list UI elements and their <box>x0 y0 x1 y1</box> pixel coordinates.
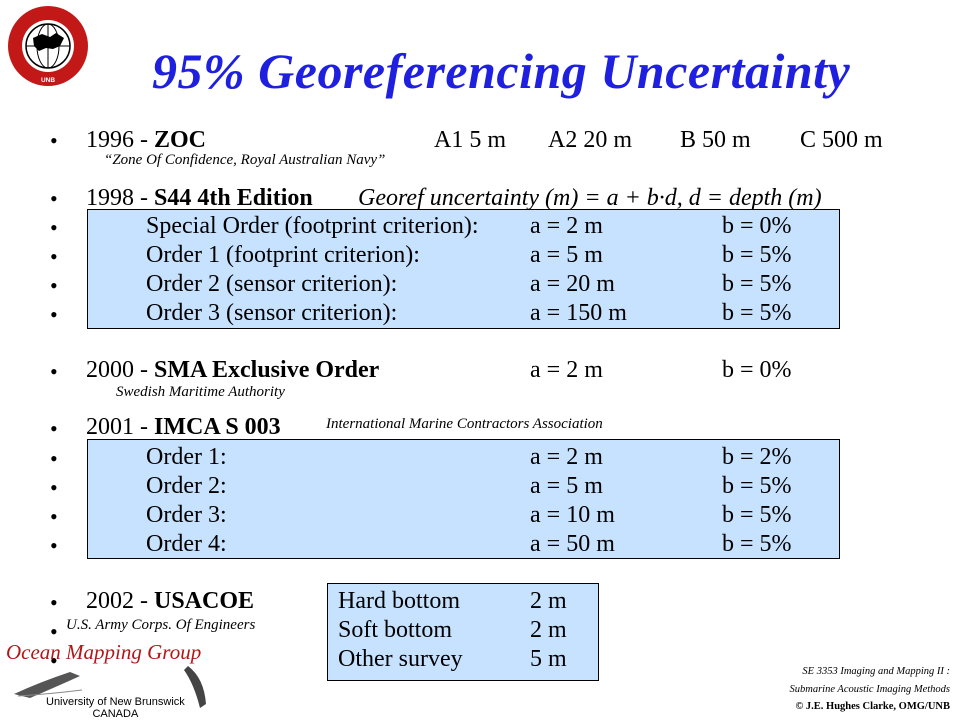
bullet: • <box>50 504 58 529</box>
imca-order-b: b = 5% <box>722 531 792 557</box>
s44-order-label: Order 1 (footprint criterion): <box>146 242 420 268</box>
zoc-year: 1996 - <box>86 127 154 153</box>
sma-name: SMA Exclusive Order <box>154 357 380 383</box>
imca-name: IMCA S 003 <box>154 414 281 440</box>
usacoe-note: U.S. Army Corps. Of Engineers <box>66 617 256 633</box>
usacoe-label: Other survey <box>338 646 463 672</box>
zoc-heading: 1996 - ZOC <box>86 126 206 154</box>
s44-order-label: Special Order (footprint criterion): <box>146 213 479 239</box>
bullet: • <box>50 619 58 644</box>
usacoe-name: USACOE <box>154 588 255 614</box>
unb-line1: University of New Brunswick <box>46 696 185 708</box>
course-title-line1: SE 3353 Imaging and Mapping II : <box>802 666 950 677</box>
zoc-name: ZOC <box>154 127 207 153</box>
unb-label: University of New Brunswick CANADA <box>46 696 185 720</box>
sma-note: Swedish Maritime Authority <box>116 384 285 400</box>
sma-a: a = 2 m <box>530 357 603 383</box>
s44-name: S44 4th Edition <box>154 185 313 211</box>
bullet: • <box>50 590 58 615</box>
copyright: © J.E. Hughes Clarke, OMG/UNB <box>795 701 950 712</box>
imca-order-a: a = 10 m <box>530 502 615 528</box>
bullet: • <box>50 533 58 558</box>
imca-year: 2001 - <box>86 414 154 440</box>
s44-order-a: a = 2 m <box>530 213 603 239</box>
imca-order-a: a = 5 m <box>530 473 603 499</box>
imca-order-label: Order 1: <box>146 444 227 470</box>
s44-order-a: a = 20 m <box>530 271 615 297</box>
bullet: • <box>50 475 58 500</box>
bullet: • <box>50 302 58 327</box>
s44-order-b: b = 5% <box>722 300 792 326</box>
s44-order-a: a = 150 m <box>530 300 627 326</box>
usacoe-year: 2002 - <box>86 588 154 614</box>
bullet: • <box>50 648 58 673</box>
usacoe-value: 2 m <box>530 617 567 643</box>
bullet: • <box>50 273 58 298</box>
usacoe-value: 5 m <box>530 646 567 672</box>
imca-order-label: Order 2: <box>146 473 227 499</box>
bullet: • <box>50 244 58 269</box>
ship-icon <box>10 664 90 704</box>
sonar-swath-icon <box>180 664 214 710</box>
imca-order-a: a = 50 m <box>530 531 615 557</box>
zoc-note: “Zone Of Confidence, Royal Australian Na… <box>104 152 386 168</box>
imca-orders-box <box>87 439 840 559</box>
s44-order-b: b = 0% <box>722 213 792 239</box>
bullet: • <box>50 416 58 441</box>
sma-year: 2000 - <box>86 357 154 383</box>
imca-order-b: b = 2% <box>722 444 792 470</box>
zoc-c: C 500 m <box>800 127 883 153</box>
usacoe-heading: 2002 - USACOE <box>86 587 254 615</box>
s44-order-label: Order 2 (sensor criterion): <box>146 271 398 297</box>
sma-b: b = 0% <box>722 357 792 383</box>
imca-order-b: b = 5% <box>722 473 792 499</box>
s44-order-label: Order 3 (sensor criterion): <box>146 300 398 326</box>
zoc-a2: A2 20 m <box>548 127 632 153</box>
s44-order-b: b = 5% <box>722 242 792 268</box>
imca-order-label: Order 4: <box>146 531 227 557</box>
svg-text:UNB: UNB <box>41 77 55 84</box>
usacoe-value: 2 m <box>530 588 567 614</box>
usacoe-box <box>327 583 599 681</box>
s44-heading: 1998 - S44 4th Edition <box>86 184 313 212</box>
bullet: • <box>50 359 58 384</box>
imca-heading: 2001 - IMCA S 003 <box>86 413 281 441</box>
s44-orders-box <box>87 209 840 329</box>
unb-line2: CANADA <box>92 708 139 720</box>
s44-order-b: b = 5% <box>722 271 792 297</box>
usacoe-label: Soft bottom <box>338 617 453 643</box>
s44-order-a: a = 5 m <box>530 242 603 268</box>
bullet: • <box>50 446 58 471</box>
sma-heading: 2000 - SMA Exclusive Order <box>86 356 379 384</box>
bullet: • <box>50 128 58 153</box>
imca-order-a: a = 2 m <box>530 444 603 470</box>
imca-order-b: b = 5% <box>722 502 792 528</box>
bullet: • <box>50 215 58 240</box>
usacoe-label: Hard bottom <box>338 588 460 614</box>
s44-formula: Georef uncertainty (m) = a + b·d, d = de… <box>358 185 822 211</box>
zoc-a1: A1 5 m <box>434 127 506 153</box>
page-title: 95% Georeferencing Uncertainty <box>152 43 851 99</box>
unb-logo: UNB <box>6 4 90 88</box>
ocean-mapping-group-label: Ocean Mapping Group <box>6 640 202 664</box>
s44-year: 1998 - <box>86 185 154 211</box>
course-title-line2: Submarine Acoustic Imaging Methods <box>789 684 951 695</box>
zoc-b: B 50 m <box>680 127 751 153</box>
bullet: • <box>50 186 58 211</box>
imca-order-label: Order 3: <box>146 502 227 528</box>
imca-note: International Marine Contractors Associa… <box>326 416 603 432</box>
